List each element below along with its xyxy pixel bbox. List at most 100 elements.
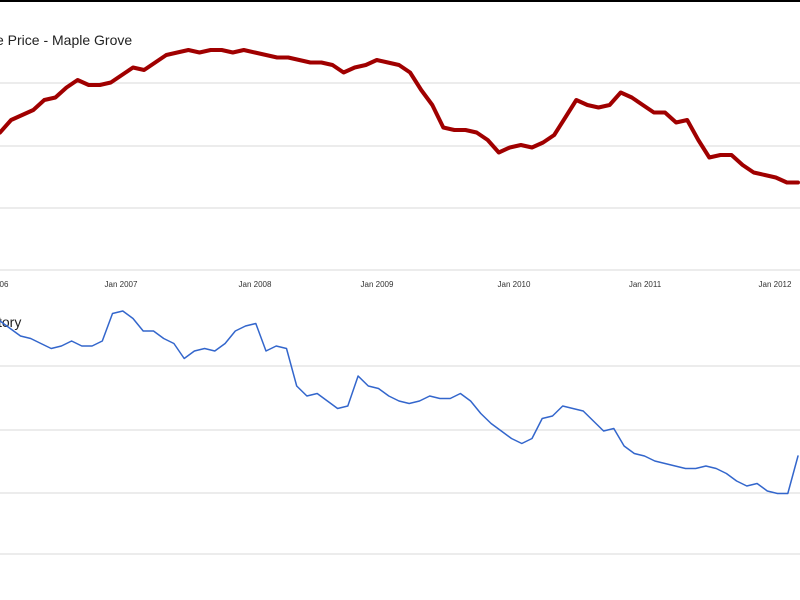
data-point — [204, 348, 206, 349]
data-point — [642, 104, 644, 106]
grid-layer — [0, 82, 800, 555]
data-point — [354, 67, 356, 68]
data-point — [143, 69, 145, 71]
data-point — [234, 330, 236, 332]
data-point — [367, 385, 369, 387]
data-point — [378, 388, 379, 389]
data-point — [214, 350, 216, 352]
data-point — [439, 398, 441, 399]
tick-layer: 06 Jan 2007 Jan 2008 Jan 2009 Jan 2010 Jan 20… — [0, 280, 792, 289]
data-point — [541, 418, 543, 419]
data-point — [746, 485, 748, 487]
x-tick-label: Jan 2012 — [759, 280, 792, 289]
data-point — [697, 139, 699, 141]
data-point — [674, 465, 676, 467]
data-point — [620, 92, 622, 93]
x-tick-label: Jan 2008 — [239, 280, 272, 289]
data-point — [787, 493, 789, 494]
data-point — [153, 330, 154, 332]
data-point — [254, 52, 256, 53]
data-point — [476, 132, 478, 133]
top-border — [0, 0, 800, 2]
data-point — [685, 468, 686, 469]
data-point — [731, 154, 732, 156]
data-point — [631, 97, 633, 98]
data-point — [221, 49, 223, 51]
data-point — [408, 403, 410, 404]
data-point — [71, 340, 73, 342]
chart-title-top: e Price - Maple Grove — [0, 32, 133, 48]
data-point — [664, 112, 666, 113]
data-point — [99, 84, 101, 86]
data-point — [163, 338, 165, 339]
data-point — [572, 408, 574, 409]
data-point — [388, 395, 390, 397]
data-point — [320, 62, 322, 63]
data-point — [429, 395, 431, 397]
data-point — [142, 330, 144, 332]
data-point — [695, 468, 697, 469]
data-point — [245, 325, 246, 327]
data-point — [287, 57, 289, 58]
data-point — [210, 49, 212, 51]
data-point — [480, 413, 482, 414]
data-point — [708, 157, 710, 158]
data-point — [623, 445, 625, 447]
data-point — [409, 72, 411, 73]
data-point — [20, 335, 21, 337]
data-point — [419, 400, 420, 402]
data-point — [0, 132, 1, 133]
data-point — [664, 463, 666, 464]
data-point — [465, 129, 466, 131]
data-point — [276, 57, 278, 58]
data-point — [715, 468, 717, 469]
data-point — [187, 49, 189, 51]
data-point — [675, 122, 677, 123]
data-point — [753, 172, 755, 173]
data-point — [764, 174, 766, 176]
data-point — [449, 398, 451, 399]
data-point — [582, 410, 584, 412]
data-point — [575, 99, 577, 101]
data-point — [365, 64, 367, 66]
data-point — [154, 62, 156, 63]
data-point — [132, 318, 134, 319]
data-point — [531, 147, 533, 148]
data-point — [232, 52, 234, 53]
data-point — [122, 310, 124, 312]
data-point — [470, 400, 472, 402]
data-point — [686, 119, 688, 121]
data-point — [306, 395, 308, 397]
data-point — [243, 49, 245, 51]
data-point — [609, 104, 611, 106]
data-point — [347, 405, 349, 407]
data-point — [343, 72, 345, 73]
data-point — [376, 59, 378, 61]
data-point — [50, 348, 52, 349]
data-point — [509, 147, 511, 148]
data-point — [653, 112, 655, 113]
data-point — [32, 109, 34, 111]
data-point — [459, 393, 461, 394]
data-point — [500, 430, 502, 432]
data-point — [603, 430, 605, 432]
data-point — [224, 343, 226, 344]
data-point — [797, 182, 799, 183]
data-point — [30, 338, 32, 339]
data-point — [40, 343, 42, 344]
data-point — [132, 67, 134, 68]
data-point — [296, 385, 298, 387]
line-layer — [0, 48, 800, 495]
data-point — [797, 455, 799, 457]
data-point — [564, 117, 566, 118]
data-point — [265, 54, 267, 56]
data-point — [531, 438, 533, 439]
data-point — [255, 323, 257, 324]
data-point — [586, 104, 588, 106]
data-point — [10, 119, 12, 121]
data-point — [337, 408, 339, 409]
data-point — [91, 345, 93, 347]
data-point — [553, 134, 555, 136]
data-point — [431, 104, 433, 106]
